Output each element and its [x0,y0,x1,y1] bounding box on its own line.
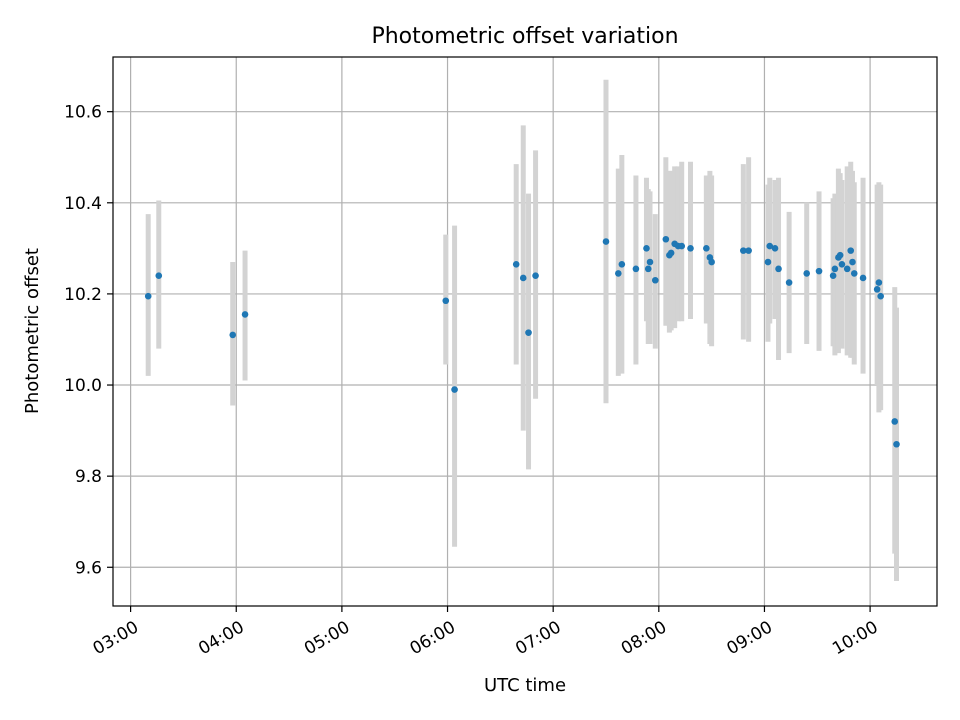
data-point [615,270,622,277]
x-tick-label: 08:00 [618,617,670,659]
data-point [644,265,652,273]
data-point [229,331,237,339]
data-point [745,247,752,254]
data-point [442,297,450,305]
data-point [843,265,851,273]
data-point [708,258,715,266]
data-point [662,235,670,243]
y-tick-label: 9.6 [75,558,102,578]
data-point [785,279,793,286]
data-point [836,251,844,259]
data-point [859,274,867,282]
y-tick-label: 10.6 [64,103,102,123]
data-point [703,245,710,252]
data-point [849,258,856,266]
data-point [618,260,626,268]
data-point [838,260,846,268]
data-point [847,247,855,254]
data-point [803,270,811,277]
data-point [775,265,782,273]
data-point [877,292,884,300]
errorbar-layer [145,79,900,581]
data-point [850,270,858,277]
data-point [451,386,458,393]
data-point [646,258,654,266]
data-point [144,292,152,300]
data-point [764,258,772,266]
y-tick-label: 9.8 [75,467,102,487]
data-point [829,272,837,279]
data-point [643,245,650,252]
x-tick-label: 03:00 [90,617,142,659]
data-point [766,242,774,250]
x-tick-label: 07:00 [512,617,564,659]
tick-layer: 03:00 04:00 05:00 06:00 07:00 08:00 09:00 10:00… [64,103,881,660]
x-tick-label: 09:00 [724,617,776,659]
data-point [651,276,659,284]
data-point [525,329,532,336]
x-axis-label: UTC time [484,675,566,696]
data-point [512,260,520,268]
plot-frame [112,56,938,607]
data-point [815,267,823,275]
x-tick-label: 05:00 [301,617,353,659]
y-axis-label: Photometric offset [22,248,43,414]
data-point [241,311,249,318]
data-point [873,286,881,293]
data-point [740,247,747,254]
x-tick-label: 10:00 [829,617,881,659]
y-tick-label: 10.0 [64,376,102,396]
data-point [875,279,883,286]
data-point [687,245,694,252]
data-point [678,242,686,250]
data-point [532,272,539,279]
data-point [155,272,163,279]
x-tick-label: 04:00 [195,617,247,659]
chart-title: Photometric offset variation [371,24,678,49]
data-point [632,265,640,273]
point-layer [144,235,900,448]
y-tick-label: 10.4 [64,194,102,214]
data-point [602,238,610,245]
data-point [667,249,675,257]
data-point [831,265,839,273]
data-point [893,440,900,448]
x-tick-label: 06:00 [407,617,459,659]
data-point [519,274,527,282]
data-point [771,245,779,252]
y-tick-label: 10.2 [64,285,102,305]
data-point [891,418,899,425]
